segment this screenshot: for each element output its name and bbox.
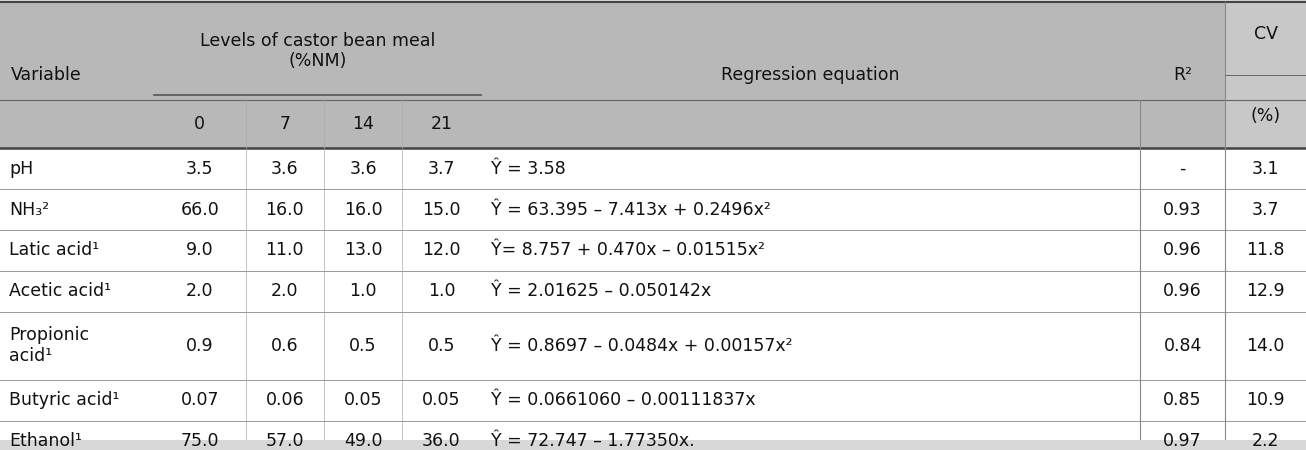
Text: CV: CV xyxy=(1254,25,1277,43)
Bar xyxy=(0,2,1306,148)
Text: 0.84: 0.84 xyxy=(1164,337,1202,355)
Text: Ŷ = 63.395 – 7.413x + 0.2496x²: Ŷ = 63.395 – 7.413x + 0.2496x² xyxy=(491,201,771,219)
Text: 14.0: 14.0 xyxy=(1246,337,1285,355)
Text: Ŷ = 72.747 – 1.77350x.: Ŷ = 72.747 – 1.77350x. xyxy=(491,432,695,450)
Text: 12.9: 12.9 xyxy=(1246,282,1285,300)
Text: Ŷ = 0.8697 – 0.0484x + 0.00157x²: Ŷ = 0.8697 – 0.0484x + 0.00157x² xyxy=(491,337,793,355)
Text: Levels of castor bean meal
(%NM): Levels of castor bean meal (%NM) xyxy=(200,32,435,70)
Text: 0.05: 0.05 xyxy=(422,392,461,410)
Bar xyxy=(1225,2,1306,148)
Text: 16.0: 16.0 xyxy=(265,201,304,219)
Text: 10.9: 10.9 xyxy=(1246,392,1285,410)
Text: Regression equation: Regression equation xyxy=(721,66,900,84)
Text: 49.0: 49.0 xyxy=(343,432,383,450)
Text: 16.0: 16.0 xyxy=(343,201,383,219)
Text: 14: 14 xyxy=(353,115,374,133)
Text: 11.8: 11.8 xyxy=(1246,242,1285,260)
Text: 0.6: 0.6 xyxy=(270,337,299,355)
Text: 0.97: 0.97 xyxy=(1164,432,1202,450)
Text: Ŷ = 2.01625 – 0.050142x: Ŷ = 2.01625 – 0.050142x xyxy=(491,282,712,300)
Text: 0.85: 0.85 xyxy=(1164,392,1202,410)
Text: (%): (%) xyxy=(1250,107,1281,125)
Text: Ŷ= 8.757 + 0.470x – 0.01515x²: Ŷ= 8.757 + 0.470x – 0.01515x² xyxy=(491,242,765,260)
Text: 66.0: 66.0 xyxy=(180,201,219,219)
Text: 3.6: 3.6 xyxy=(270,160,299,178)
Text: 0.06: 0.06 xyxy=(265,392,304,410)
Text: 0: 0 xyxy=(195,115,205,133)
Text: 11.0: 11.0 xyxy=(265,242,304,260)
Text: 0.05: 0.05 xyxy=(343,392,383,410)
Text: Ŷ = 3.58: Ŷ = 3.58 xyxy=(491,160,565,178)
Text: 13.0: 13.0 xyxy=(343,242,383,260)
Text: pH: pH xyxy=(9,160,34,178)
Text: 1.0: 1.0 xyxy=(349,282,377,300)
Text: NH₃²: NH₃² xyxy=(9,201,50,219)
Text: 2.0: 2.0 xyxy=(270,282,299,300)
Text: 3.6: 3.6 xyxy=(349,160,377,178)
Text: 0.5: 0.5 xyxy=(349,337,377,355)
Text: Latic acid¹: Latic acid¹ xyxy=(9,242,99,260)
Text: 12.0: 12.0 xyxy=(422,242,461,260)
Text: Propionic
acid¹: Propionic acid¹ xyxy=(9,327,89,365)
Text: 0.5: 0.5 xyxy=(427,337,456,355)
Text: 1.0: 1.0 xyxy=(427,282,456,300)
Text: Variable: Variable xyxy=(10,66,81,84)
Text: Acetic acid¹: Acetic acid¹ xyxy=(9,282,111,300)
Text: 3.7: 3.7 xyxy=(427,160,456,178)
Text: 57.0: 57.0 xyxy=(265,432,304,450)
Text: 9.0: 9.0 xyxy=(185,242,214,260)
Text: 15.0: 15.0 xyxy=(422,201,461,219)
Text: 0.07: 0.07 xyxy=(180,392,219,410)
Bar xyxy=(0,148,1306,450)
Text: Ethanol¹: Ethanol¹ xyxy=(9,432,82,450)
Text: 0.96: 0.96 xyxy=(1164,282,1202,300)
Text: R²: R² xyxy=(1173,66,1192,84)
Text: 0.93: 0.93 xyxy=(1164,201,1202,219)
Text: 21: 21 xyxy=(431,115,452,133)
Text: 0.96: 0.96 xyxy=(1164,242,1202,260)
Text: 0.9: 0.9 xyxy=(185,337,214,355)
Text: 3.7: 3.7 xyxy=(1251,201,1280,219)
Text: 36.0: 36.0 xyxy=(422,432,461,450)
Text: 7: 7 xyxy=(279,115,290,133)
Text: 75.0: 75.0 xyxy=(180,432,219,450)
Text: Butyric acid¹: Butyric acid¹ xyxy=(9,392,120,410)
Text: 2.0: 2.0 xyxy=(185,282,214,300)
Text: 3.5: 3.5 xyxy=(185,160,214,178)
Text: -: - xyxy=(1179,160,1186,178)
Text: 3.1: 3.1 xyxy=(1251,160,1280,178)
Text: Ŷ = 0.0661060 – 0.00111837x: Ŷ = 0.0661060 – 0.00111837x xyxy=(491,392,756,410)
Text: 2.2: 2.2 xyxy=(1251,432,1280,450)
